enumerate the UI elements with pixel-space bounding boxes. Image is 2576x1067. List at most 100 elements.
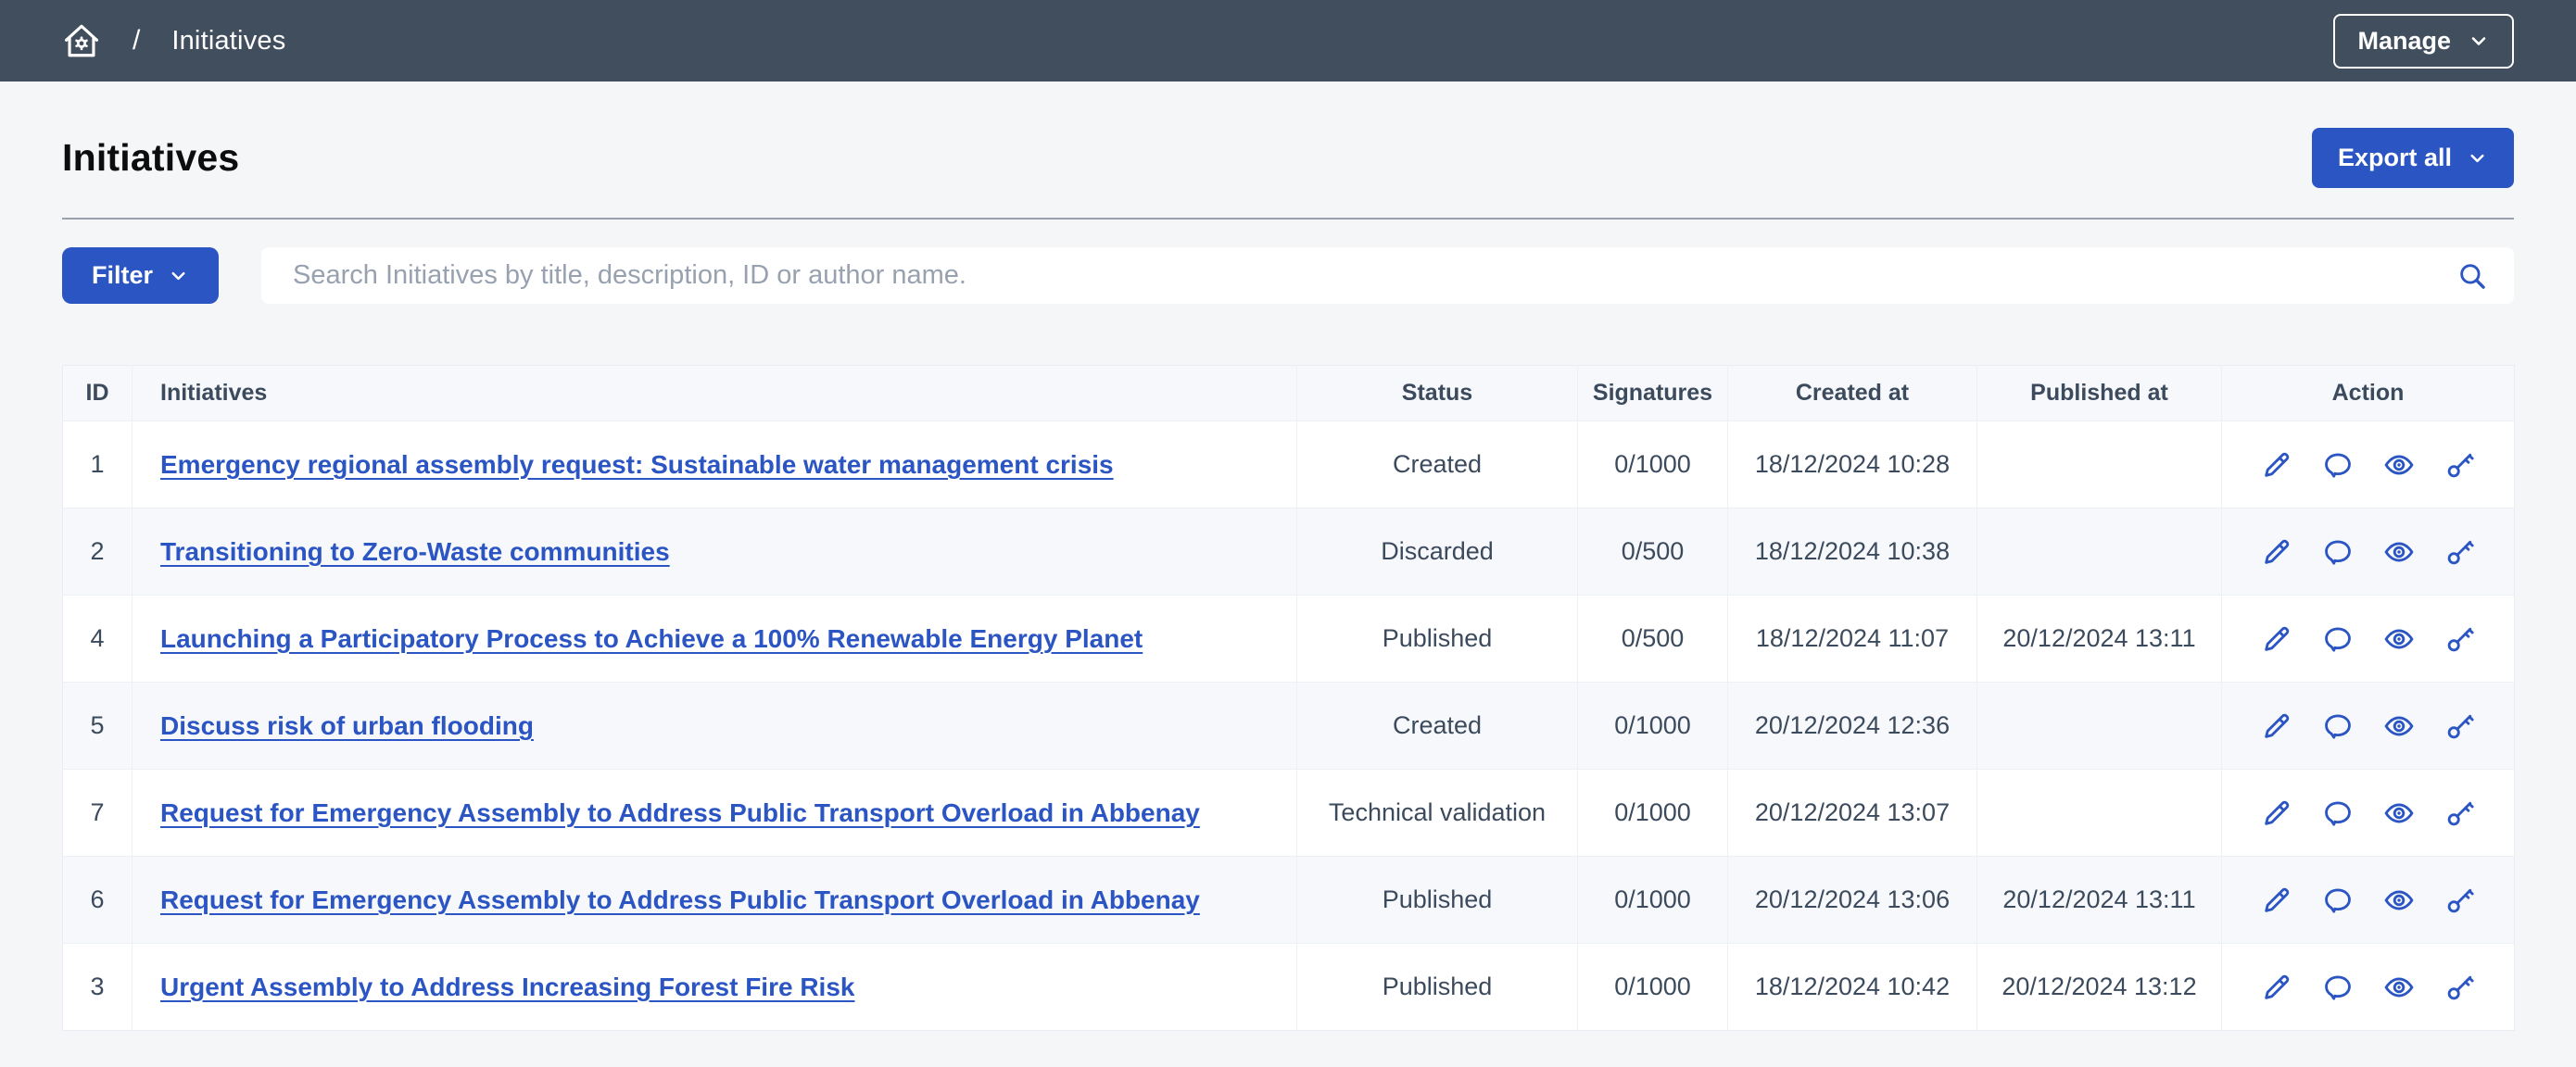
key-icon: [2444, 797, 2476, 829]
initiatives-table-container: ID Initiatives Status Signatures Created…: [62, 365, 2514, 1031]
key-icon: [2444, 623, 2476, 655]
permissions-action-button[interactable]: [2444, 710, 2476, 742]
cell-title: Launching a Participatory Process to Ach…: [133, 596, 1297, 683]
cell-signatures: 0/500: [1578, 508, 1728, 596]
initiative-title-link[interactable]: Transitioning to Zero-Waste communities: [160, 537, 670, 566]
permissions-action-button[interactable]: [2444, 797, 2476, 829]
permissions-action-button[interactable]: [2444, 449, 2476, 481]
table-row: 2 Transitioning to Zero-Waste communitie…: [63, 508, 2515, 596]
cell-title: Discuss risk of urban flooding: [133, 683, 1297, 770]
chevron-down-icon: [2467, 147, 2488, 169]
eye-icon: [2383, 710, 2415, 742]
cell-actions: [2222, 683, 2515, 770]
initiative-title-link[interactable]: Request for Emergency Assembly to Addres…: [160, 798, 1200, 827]
preview-action-button[interactable]: [2383, 623, 2415, 655]
cell-published-at: [1977, 683, 2222, 770]
eye-icon: [2383, 449, 2415, 481]
permissions-action-button[interactable]: [2444, 623, 2476, 655]
cell-actions: [2222, 857, 2515, 944]
cell-title: Request for Emergency Assembly to Addres…: [133, 857, 1297, 944]
initiative-title-link[interactable]: Request for Emergency Assembly to Addres…: [160, 885, 1200, 914]
key-icon: [2444, 972, 2476, 1003]
search-input[interactable]: [261, 247, 2514, 304]
filter-button[interactable]: Filter: [62, 247, 219, 304]
pencil-icon: [2261, 623, 2292, 655]
magnifier-icon[interactable]: [2456, 260, 2488, 292]
initiative-title-link[interactable]: Discuss risk of urban flooding: [160, 711, 534, 740]
key-icon: [2444, 536, 2476, 568]
chat-bubble-icon: [2322, 536, 2354, 568]
main-content: Initiatives Export all Filter: [0, 128, 2576, 1031]
permissions-action-button[interactable]: [2444, 885, 2476, 916]
answer-action-button[interactable]: [2322, 710, 2354, 742]
preview-action-button[interactable]: [2383, 710, 2415, 742]
preview-action-button[interactable]: [2383, 885, 2415, 916]
key-icon: [2444, 885, 2476, 916]
cell-created-at: 20/12/2024 12:36: [1728, 683, 1977, 770]
cell-signatures: 0/1000: [1578, 683, 1728, 770]
column-header-id: ID: [63, 366, 133, 421]
answer-action-button[interactable]: [2322, 885, 2354, 916]
answer-action-button[interactable]: [2322, 797, 2354, 829]
permissions-action-button[interactable]: [2444, 972, 2476, 1003]
initiative-title-link[interactable]: Launching a Participatory Process to Ach…: [160, 624, 1143, 653]
cell-signatures: 0/1000: [1578, 944, 1728, 1031]
cell-status: Discarded: [1297, 508, 1578, 596]
breadcrumb-separator: /: [133, 25, 140, 56]
export-all-button[interactable]: Export all: [2312, 128, 2514, 188]
cell-status: Published: [1297, 596, 1578, 683]
preview-action-button[interactable]: [2383, 449, 2415, 481]
key-icon: [2444, 449, 2476, 481]
cell-title: Urgent Assembly to Address Increasing Fo…: [133, 944, 1297, 1031]
page-header: Initiatives Export all: [62, 128, 2514, 188]
cell-id: 6: [63, 857, 133, 944]
pencil-icon: [2261, 885, 2292, 916]
edit-action-button[interactable]: [2261, 536, 2292, 568]
cell-signatures: 0/1000: [1578, 421, 1728, 508]
column-header-action: Action: [2222, 366, 2515, 421]
preview-action-button[interactable]: [2383, 972, 2415, 1003]
edit-action-button[interactable]: [2261, 797, 2292, 829]
cell-created-at: 20/12/2024 13:07: [1728, 770, 1977, 857]
answer-action-button[interactable]: [2322, 536, 2354, 568]
cell-id: 7: [63, 770, 133, 857]
cell-created-at: 20/12/2024 13:06: [1728, 857, 1977, 944]
answer-action-button[interactable]: [2322, 972, 2354, 1003]
edit-action-button[interactable]: [2261, 710, 2292, 742]
preview-action-button[interactable]: [2383, 536, 2415, 568]
cell-actions: [2222, 508, 2515, 596]
cell-status: Technical validation: [1297, 770, 1578, 857]
cell-signatures: 0/1000: [1578, 857, 1728, 944]
cell-status: Created: [1297, 421, 1578, 508]
initiative-title-link[interactable]: Urgent Assembly to Address Increasing Fo…: [160, 973, 854, 1001]
breadcrumb-current-initiatives[interactable]: Initiatives: [171, 26, 285, 56]
cell-actions: [2222, 596, 2515, 683]
edit-action-button[interactable]: [2261, 885, 2292, 916]
cell-status: Published: [1297, 857, 1578, 944]
answer-action-button[interactable]: [2322, 449, 2354, 481]
search-container: [261, 247, 2514, 304]
cell-created-at: 18/12/2024 10:38: [1728, 508, 1977, 596]
edit-action-button[interactable]: [2261, 623, 2292, 655]
edit-action-button[interactable]: [2261, 449, 2292, 481]
cell-id: 3: [63, 944, 133, 1031]
eye-icon: [2383, 797, 2415, 829]
edit-action-button[interactable]: [2261, 972, 2292, 1003]
preview-action-button[interactable]: [2383, 797, 2415, 829]
cell-title: Emergency regional assembly request: Sus…: [133, 421, 1297, 508]
initiative-title-link[interactable]: Emergency regional assembly request: Sus…: [160, 450, 1114, 479]
cell-title: Request for Emergency Assembly to Addres…: [133, 770, 1297, 857]
cell-actions: [2222, 770, 2515, 857]
table-row: 4 Launching a Participatory Process to A…: [63, 596, 2515, 683]
permissions-action-button[interactable]: [2444, 536, 2476, 568]
breadcrumb-home-link[interactable]: [62, 21, 101, 60]
eye-icon: [2383, 972, 2415, 1003]
chat-bubble-icon: [2322, 885, 2354, 916]
answer-action-button[interactable]: [2322, 623, 2354, 655]
header-divider: [62, 218, 2514, 220]
manage-button[interactable]: Manage: [2333, 14, 2514, 69]
admin-topbar: / Initiatives Manage: [0, 0, 2576, 82]
chat-bubble-icon: [2322, 623, 2354, 655]
filter-button-label: Filter: [92, 261, 153, 290]
chevron-down-icon: [2468, 30, 2490, 52]
